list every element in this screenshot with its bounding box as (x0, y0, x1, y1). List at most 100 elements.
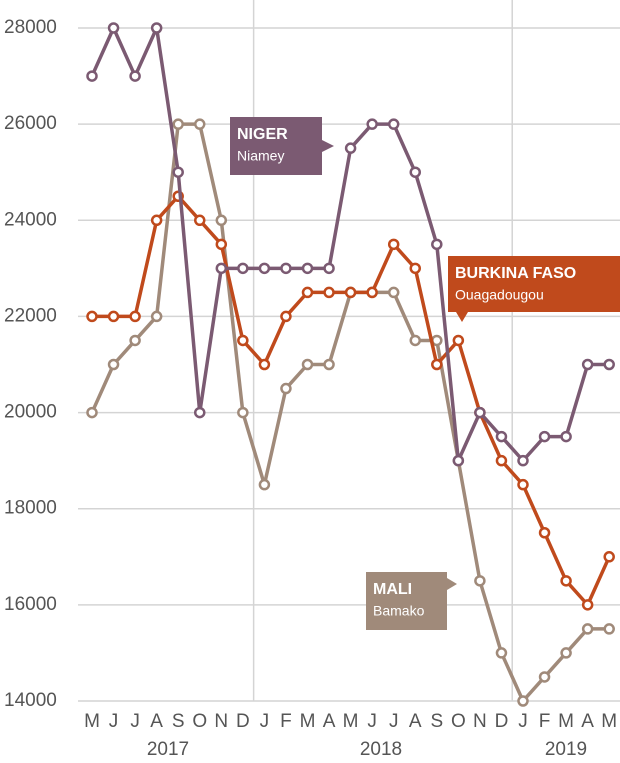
point (366, 286, 378, 299)
point (237, 406, 249, 419)
x-tick-label: F (539, 711, 551, 732)
point (323, 262, 335, 275)
x-tick-label: J (367, 711, 377, 732)
point (431, 358, 443, 371)
x-tick-label: A (323, 711, 336, 732)
point (495, 647, 508, 659)
x-tick-label: O (451, 711, 466, 732)
legend-name: NIGER (237, 126, 288, 143)
legend-city: Bamako (373, 603, 425, 619)
point (387, 118, 400, 130)
x-tick-label: J (109, 711, 119, 732)
point (301, 286, 314, 299)
x-tick-label: M (558, 711, 574, 732)
point (194, 406, 206, 419)
point (215, 238, 228, 251)
point (581, 623, 594, 635)
point (150, 214, 163, 227)
x-tick-label: A (581, 711, 594, 732)
point (560, 647, 572, 659)
point (150, 22, 163, 34)
point (129, 310, 141, 323)
point (301, 358, 314, 371)
point (129, 334, 141, 347)
y-tick-label: 28000 (4, 17, 57, 38)
point (517, 478, 529, 491)
legend-city: Niamey (237, 148, 284, 164)
legend-box (366, 572, 447, 630)
series-line (90, 26, 610, 463)
point (107, 358, 120, 371)
point (603, 623, 615, 635)
x-tick-label: J (260, 711, 270, 732)
x-tick-label: J (518, 711, 528, 732)
point (150, 310, 163, 323)
point (538, 430, 551, 443)
point (258, 262, 271, 275)
point (323, 358, 335, 371)
point (86, 70, 98, 82)
point (194, 118, 206, 130)
point (581, 599, 594, 611)
point (172, 166, 184, 178)
point (258, 478, 271, 491)
point (517, 695, 529, 707)
x-tick-label: S (430, 711, 443, 732)
point (194, 214, 206, 227)
x-tick-label: F (280, 711, 292, 732)
legend-pointer (456, 312, 468, 322)
point (452, 454, 465, 467)
x-tick-label: M (300, 711, 316, 732)
point (387, 238, 400, 251)
x-tick-label: D (495, 711, 509, 732)
legend-name: BURKINA FASO (455, 265, 576, 282)
point (366, 118, 378, 130)
point (258, 358, 271, 371)
point (280, 310, 292, 323)
legend-box (230, 117, 322, 175)
y-tick-label: 26000 (4, 113, 57, 134)
point (344, 142, 357, 154)
x-tick-label: A (409, 711, 422, 732)
x-tick-label: N (473, 711, 487, 732)
point (344, 286, 357, 299)
point (409, 334, 421, 347)
point (560, 430, 572, 443)
point (409, 166, 421, 178)
point (603, 551, 615, 563)
point (452, 334, 465, 347)
point (107, 22, 120, 34)
point (538, 671, 551, 683)
point (86, 310, 98, 323)
x-tick-label: M (343, 711, 359, 732)
point (603, 358, 615, 371)
point (495, 454, 508, 467)
point (409, 262, 421, 275)
point (387, 286, 400, 299)
legend-name: MALI (373, 581, 412, 598)
year-label: 2018 (360, 739, 402, 760)
y-tick-label: 16000 (4, 594, 57, 615)
legend-pointer (447, 578, 457, 590)
legend-pointer (322, 140, 334, 152)
year-label: 2017 (147, 739, 189, 760)
point (107, 310, 120, 323)
legend-box (448, 256, 620, 312)
point (215, 262, 228, 275)
x-tick-label: O (192, 711, 207, 732)
x-tick-label: D (236, 711, 250, 732)
point (474, 575, 486, 587)
point (323, 286, 335, 299)
point (129, 70, 141, 82)
y-tick-label: 14000 (4, 690, 57, 711)
point (280, 382, 292, 395)
x-tick-label: A (150, 711, 163, 732)
point (280, 262, 292, 275)
x-tick-label: N (214, 711, 228, 732)
point (237, 334, 249, 347)
y-tick-label: 22000 (4, 305, 57, 326)
point (215, 214, 228, 227)
legend-city: Ouagadougou (455, 287, 544, 303)
year-label: 2019 (545, 739, 587, 760)
